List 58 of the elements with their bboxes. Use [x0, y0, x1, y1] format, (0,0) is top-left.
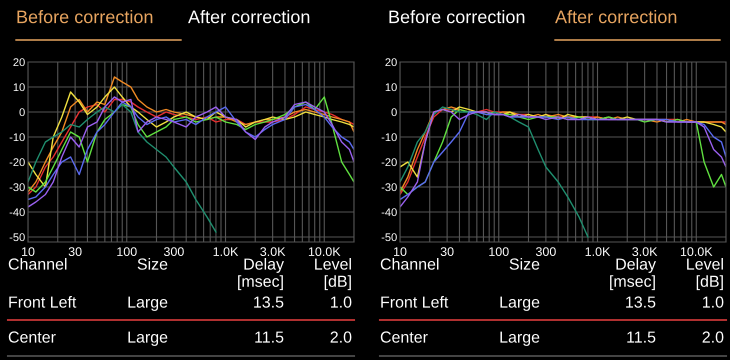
y-tick-label: -40	[382, 208, 397, 216]
x-tick-label: 30	[68, 247, 82, 256]
text: Channel	[380, 258, 438, 270]
text: Channel	[8, 258, 66, 270]
x-tick-label: 30	[440, 247, 454, 256]
text: Delay [msec]	[238, 258, 284, 290]
y-tick-label: 0	[391, 108, 397, 116]
y-tick-label: 10	[386, 83, 397, 92]
chart-title: After correction	[555, 10, 676, 24]
x-tick-label: 10	[394, 247, 406, 256]
text: Level [dB]	[687, 258, 723, 290]
y-tick-label: -50	[382, 233, 397, 242]
chart-subtitle: After correction	[188, 10, 310, 24]
y-tick-label: -10	[10, 133, 25, 142]
x-tick-label: 3.0K	[260, 247, 286, 256]
y-tick-label: -50	[10, 233, 25, 242]
text: Large	[128, 332, 168, 346]
text: Size	[510, 258, 540, 270]
y-tick-label: -20	[382, 158, 397, 166]
text: Front Left	[9, 296, 76, 308]
text: 13.5	[254, 296, 284, 308]
x-tick-label: 3.0K	[632, 247, 658, 256]
text: Level [dB]	[315, 258, 351, 290]
text: Center	[380, 331, 428, 343]
text: Size	[138, 258, 168, 270]
text: Center	[8, 331, 56, 343]
text: 1.0	[331, 296, 352, 308]
chart-subtitle: Before correction	[389, 10, 524, 24]
chart-title: Before correction	[17, 10, 152, 24]
y-tick-label: 0	[19, 108, 25, 116]
text: Front Left	[381, 296, 448, 308]
y-tick-label: 20	[13, 58, 25, 66]
text: 13.5	[626, 296, 656, 308]
y-tick-label: -40	[10, 208, 25, 216]
y-tick-label: 20	[385, 58, 397, 66]
y-tick-label: -30	[10, 183, 25, 192]
x-tick-label: 1.0K	[214, 247, 238, 256]
x-tick-label: 10	[22, 247, 34, 256]
text: Large	[500, 296, 540, 311]
text: 2.0	[330, 331, 352, 343]
y-tick-label: -20	[10, 158, 25, 166]
x-tick-label: 100	[117, 247, 137, 256]
x-tick-label: 10.0K	[680, 247, 712, 256]
text: Delay [msec]	[610, 258, 656, 290]
y-tick-label: 10	[14, 83, 25, 92]
text: Large	[500, 332, 540, 346]
text: 1.0	[703, 296, 724, 308]
y-tick-label: -10	[382, 133, 397, 142]
x-tick-label: 300	[164, 247, 184, 256]
x-tick-label: 10.0K	[308, 247, 340, 256]
text: 2.0	[702, 331, 724, 343]
x-tick-label: 1.0K	[586, 247, 610, 256]
x-tick-label: 100	[489, 247, 509, 256]
text: 11.5	[627, 332, 656, 343]
x-tick-label: 300	[536, 247, 556, 256]
text: 11.5	[255, 332, 284, 343]
text: Large	[128, 296, 168, 311]
y-tick-label: -30	[382, 183, 397, 192]
